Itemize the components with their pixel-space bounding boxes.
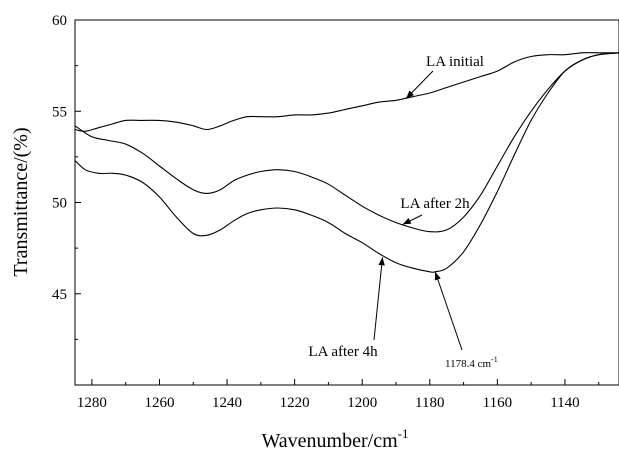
annotation-arrowhead — [406, 90, 415, 99]
y-tick-label: 60 — [52, 13, 67, 29]
series-lines — [75, 52, 619, 273]
y-tick-label: 55 — [52, 104, 67, 120]
annotation-arrowhead — [378, 257, 385, 266]
x-tick-label: 1180 — [415, 395, 444, 411]
series-la-after-2h — [75, 52, 619, 233]
annotation-arrowhead — [402, 218, 412, 225]
annotations: LA initial LA after 2h LA after 4h 1178.4 c… — [308, 54, 497, 370]
x-tick-label: 1220 — [280, 395, 310, 411]
annotation-la-after-4h: LA after 4h — [308, 344, 378, 360]
annotation-la-after-2h: LA after 2h — [400, 196, 470, 212]
x-tick-label: 1200 — [347, 395, 377, 411]
annotation-arrow-line — [373, 257, 383, 341]
annotation-arrowhead — [434, 271, 441, 281]
plot-frame — [74, 19, 619, 386]
x-tick-label: 1240 — [212, 395, 242, 411]
x-axis-title: Wavenumber/cm-1 — [262, 426, 409, 452]
y-axis-title: Transmittance/(%) — [10, 127, 32, 276]
annotation-arrow-line — [434, 271, 463, 351]
annotation-peak-wavenumber: 1178.4 cm-1 — [445, 355, 498, 370]
x-tick-label: 1140 — [550, 395, 579, 411]
series-la-initial — [75, 52, 619, 132]
x-tick-label: 1260 — [144, 395, 174, 411]
x-tick-label: 1160 — [483, 395, 512, 411]
y-tick-label: 50 — [52, 196, 67, 212]
series-la-after-4h — [75, 52, 619, 273]
x-axis-title-text: Wavenumber/cm — [262, 430, 399, 452]
x-axis-title-superscript: -1 — [398, 426, 409, 441]
y-tick-label: 45 — [52, 287, 67, 303]
x-tick-label: 1280 — [77, 395, 107, 411]
annotation-la-initial: LA initial — [426, 54, 484, 70]
axis-ticks: 1280 1260 1240 1220 1200 1180 1160 1140 45 50 55 60 — [52, 13, 600, 411]
